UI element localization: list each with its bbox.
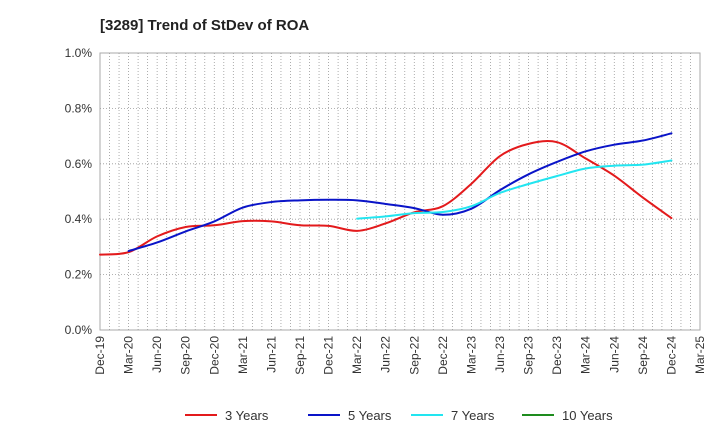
x-tick-label: Jun-23 [493,336,507,373]
x-tick-label: Mar-25 [693,336,707,374]
x-tick-label: Jun-21 [264,336,278,373]
legend: 3 Years 5 Years 7 Years 10 Years [185,408,613,423]
chart-title: [3289] Trend of StDev of ROA [100,17,309,34]
y-tick-label: 0.8% [65,101,93,115]
series-line-3 [356,159,673,220]
plot-area [99,52,701,331]
x-tick-label: Jun-22 [379,336,393,373]
y-tick-label: 1.0% [65,46,93,60]
x-tick-label: Jun-20 [150,336,164,373]
y-tick-label: 0.6% [65,157,93,171]
legend-label-2: 5 Years [348,408,392,423]
x-tick-label: Sep-24 [636,336,650,375]
x-tick-label: Mar-20 [122,336,136,374]
x-tick-label: Dec-23 [550,336,564,375]
x-tick-label: Dec-20 [207,336,221,375]
x-tick-label: Jun-24 [607,336,621,373]
x-tick-label: Dec-21 [322,336,336,375]
legend-label-3: 7 Years [451,408,495,423]
y-tick-label: 0.2% [65,268,93,282]
legend-label-1: 3 Years [225,408,269,423]
x-axis: Dec-19 Mar-20 Jun-20 Sep-20 Dec-20 Mar-21 Jun-… [93,336,707,375]
y-axis: 0.0% 0.2% 0.4% 0.6% 0.8% 1.0% [65,46,93,337]
x-tick-label: Mar-22 [350,336,364,374]
x-tick-label: Mar-24 [579,336,593,374]
x-tick-label: Sep-20 [179,336,193,375]
x-tick-label: Mar-23 [464,336,478,374]
x-tick-label: Mar-21 [236,336,250,374]
x-tick-label: Sep-22 [407,336,421,375]
y-tick-label: 0.4% [65,212,93,226]
x-tick-label: Sep-23 [522,336,536,375]
series-layer [99,132,673,256]
legend-label-4: 10 Years [562,408,613,423]
y-tick-label: 0.0% [65,323,93,337]
grid-lines [100,53,700,330]
x-tick-label: Dec-24 [664,336,678,375]
x-tick-label: Dec-22 [436,336,450,375]
series-line-2 [127,132,673,253]
x-tick-label: Dec-19 [93,336,107,375]
x-tick-label: Sep-21 [293,336,307,375]
